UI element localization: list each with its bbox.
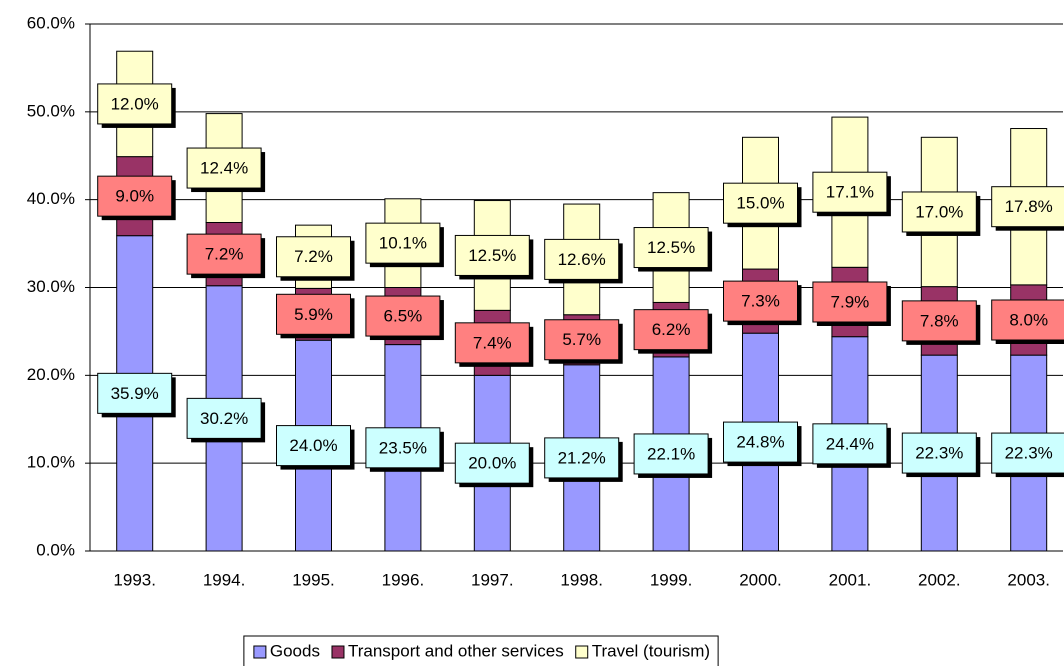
data-label: 22.3% bbox=[915, 444, 963, 463]
label-box bbox=[633, 227, 709, 269]
data-label: 24.0% bbox=[289, 436, 337, 455]
y-tick-label: 60.0% bbox=[27, 13, 75, 32]
data-label: 30.2% bbox=[200, 409, 248, 428]
data-label: 22.1% bbox=[647, 444, 695, 463]
data-label: 24.4% bbox=[826, 434, 874, 453]
legend-label: Transport and other services bbox=[348, 641, 564, 660]
x-tick-label: 2000. bbox=[739, 570, 782, 589]
data-label: 7.8% bbox=[920, 311, 959, 330]
label-box bbox=[276, 293, 351, 335]
label-box bbox=[991, 432, 1064, 474]
data-label: 7.2% bbox=[294, 247, 333, 266]
x-tick-label: 1999. bbox=[650, 570, 693, 589]
data-label: 5.9% bbox=[294, 305, 333, 324]
legend: Goods Transport and other services Travel … bbox=[243, 635, 719, 669]
label-box bbox=[276, 236, 351, 278]
data-label: 12.5% bbox=[468, 246, 516, 265]
data-label: 20.0% bbox=[468, 454, 516, 473]
label-box bbox=[186, 233, 262, 275]
data-label: 35.9% bbox=[111, 384, 159, 403]
x-tick-label: 1998. bbox=[560, 570, 603, 589]
data-label: 12.6% bbox=[558, 250, 606, 269]
data-label: 7.9% bbox=[831, 292, 870, 311]
x-tick-label: 1993. bbox=[113, 570, 156, 589]
label-box bbox=[544, 238, 620, 280]
data-label: 7.4% bbox=[473, 333, 512, 352]
y-tick-label: 10.0% bbox=[27, 453, 75, 472]
y-tick-label: 20.0% bbox=[27, 365, 75, 384]
label-box bbox=[901, 300, 977, 342]
data-label: 21.2% bbox=[558, 448, 606, 467]
data-label: 17.8% bbox=[1005, 197, 1053, 216]
y-tick-label: 40.0% bbox=[27, 189, 75, 208]
label-box bbox=[901, 432, 977, 474]
data-label: 17.0% bbox=[915, 202, 963, 221]
data-label: 12.5% bbox=[647, 238, 695, 257]
data-label: 23.5% bbox=[379, 438, 427, 457]
x-tick-label: 1994. bbox=[203, 570, 246, 589]
label-box bbox=[723, 421, 798, 463]
data-label: 9.0% bbox=[115, 187, 154, 206]
x-tick-label: 1996. bbox=[382, 570, 425, 589]
data-label: 6.2% bbox=[652, 320, 691, 339]
label-box bbox=[723, 182, 798, 224]
data-label: 6.5% bbox=[384, 307, 423, 326]
data-label: 10.1% bbox=[379, 234, 427, 253]
data-label: 22.3% bbox=[1005, 444, 1053, 463]
label-box bbox=[991, 186, 1064, 228]
x-tick-label: 2002. bbox=[918, 570, 961, 589]
label-box bbox=[97, 175, 173, 217]
label-box bbox=[276, 425, 351, 467]
y-tick-label: 0.0% bbox=[36, 540, 75, 559]
legend-swatch bbox=[253, 645, 267, 659]
label-box bbox=[723, 280, 798, 322]
label-box bbox=[186, 147, 262, 189]
label-box bbox=[544, 319, 620, 361]
label-box bbox=[365, 295, 441, 337]
data-label: 5.7% bbox=[562, 330, 601, 349]
data-label: 12.0% bbox=[111, 94, 159, 113]
y-tick-label: 50.0% bbox=[27, 101, 75, 120]
label-box bbox=[454, 442, 530, 484]
data-label: 8.0% bbox=[1009, 310, 1048, 329]
label-box bbox=[633, 433, 709, 475]
x-tick-label: 1997. bbox=[471, 570, 514, 589]
data-label: 17.1% bbox=[826, 183, 874, 202]
label-box bbox=[991, 299, 1064, 341]
data-label: 7.3% bbox=[741, 292, 780, 311]
legend-swatch bbox=[575, 645, 589, 659]
x-tick-label: 1995. bbox=[292, 570, 335, 589]
label-box bbox=[454, 234, 530, 276]
label-box bbox=[97, 372, 173, 414]
data-label: 15.0% bbox=[736, 194, 784, 213]
data-label: 24.8% bbox=[736, 433, 784, 452]
label-box bbox=[365, 427, 441, 469]
label-box bbox=[97, 83, 173, 125]
label-box bbox=[812, 171, 888, 213]
x-tick-label: 2001. bbox=[829, 570, 872, 589]
legend-label: Goods bbox=[270, 641, 320, 660]
label-box bbox=[812, 281, 888, 323]
label-box bbox=[365, 222, 441, 264]
label-box bbox=[454, 322, 530, 364]
y-tick-label: 30.0% bbox=[27, 277, 75, 296]
label-box bbox=[901, 191, 977, 233]
legend-swatch bbox=[331, 645, 345, 659]
label-box bbox=[544, 437, 620, 479]
legend-label: Travel (tourism) bbox=[592, 641, 710, 660]
label-box bbox=[186, 397, 262, 439]
x-tick-label: 2003. bbox=[1007, 570, 1050, 589]
label-box bbox=[812, 423, 888, 465]
data-label: 12.4% bbox=[200, 159, 248, 178]
data-label: 7.2% bbox=[205, 245, 244, 264]
label-box bbox=[633, 309, 709, 351]
